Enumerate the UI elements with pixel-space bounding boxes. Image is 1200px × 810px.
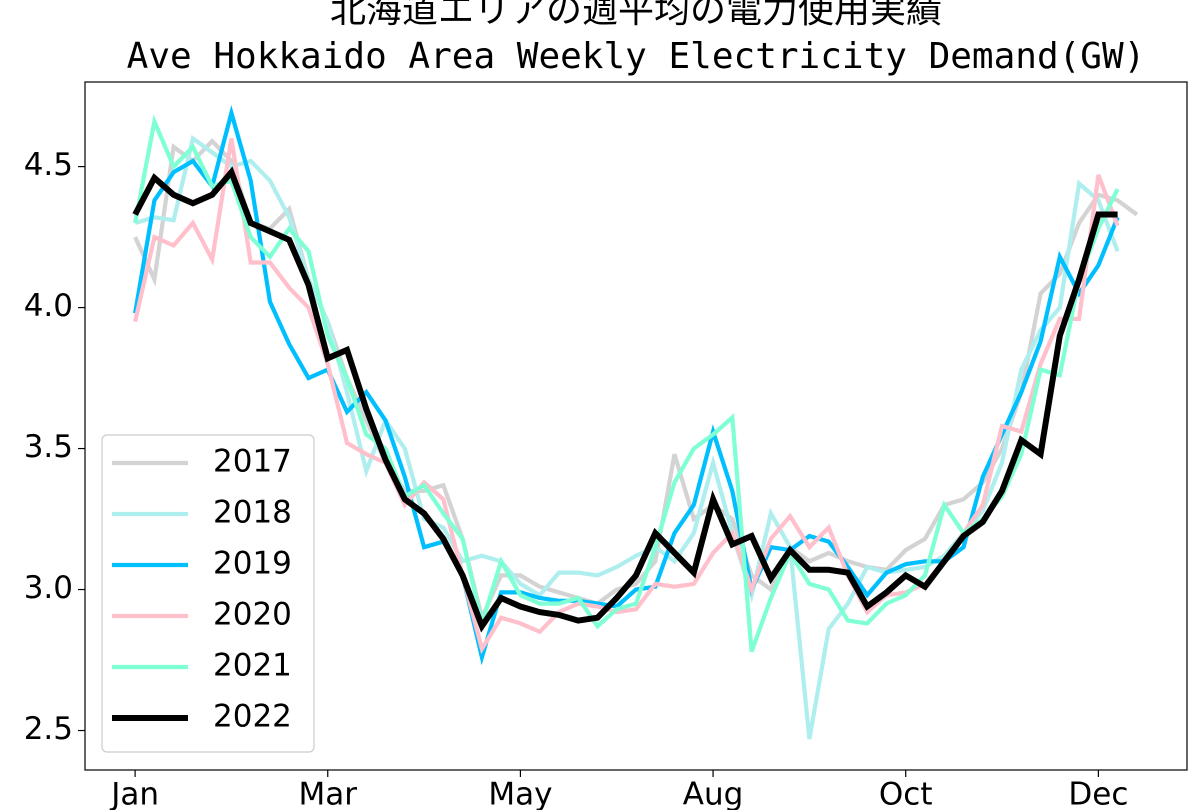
x-tick-label: Oct — [879, 777, 933, 810]
series-line — [133, 114, 1120, 653]
x-tick-label: Dec — [1068, 777, 1128, 810]
chart-title: 北海道エリアの週平均の電力使用実績 — [330, 0, 942, 31]
x-tick-label: May — [488, 777, 552, 810]
legend-label: 2021 — [213, 648, 292, 684]
legend-label: 2019 — [213, 546, 292, 582]
y-tick-label: 3.5 — [24, 429, 73, 465]
y-tick-label: 4.0 — [24, 288, 73, 324]
legend-label: 2020 — [213, 597, 292, 633]
y-tick-label: 4.5 — [24, 147, 73, 183]
series-line — [132, 166, 1118, 633]
x-tick-label: Jan — [109, 777, 159, 810]
x-tick-label: Mar — [298, 777, 357, 810]
chart-subtitle: Ave Hokkaido Area Weekly Electricity Dem… — [127, 36, 1146, 77]
series-line — [133, 105, 1120, 666]
x-tick-label: Aug — [683, 777, 744, 810]
legend-label: 2017 — [213, 444, 292, 480]
legend-label: 2018 — [213, 495, 292, 531]
y-tick-label: 2.5 — [24, 711, 73, 747]
legend-label: 2022 — [213, 699, 292, 735]
axes-frame — [84, 81, 1188, 771]
y-tick-label: 3.0 — [24, 570, 73, 606]
